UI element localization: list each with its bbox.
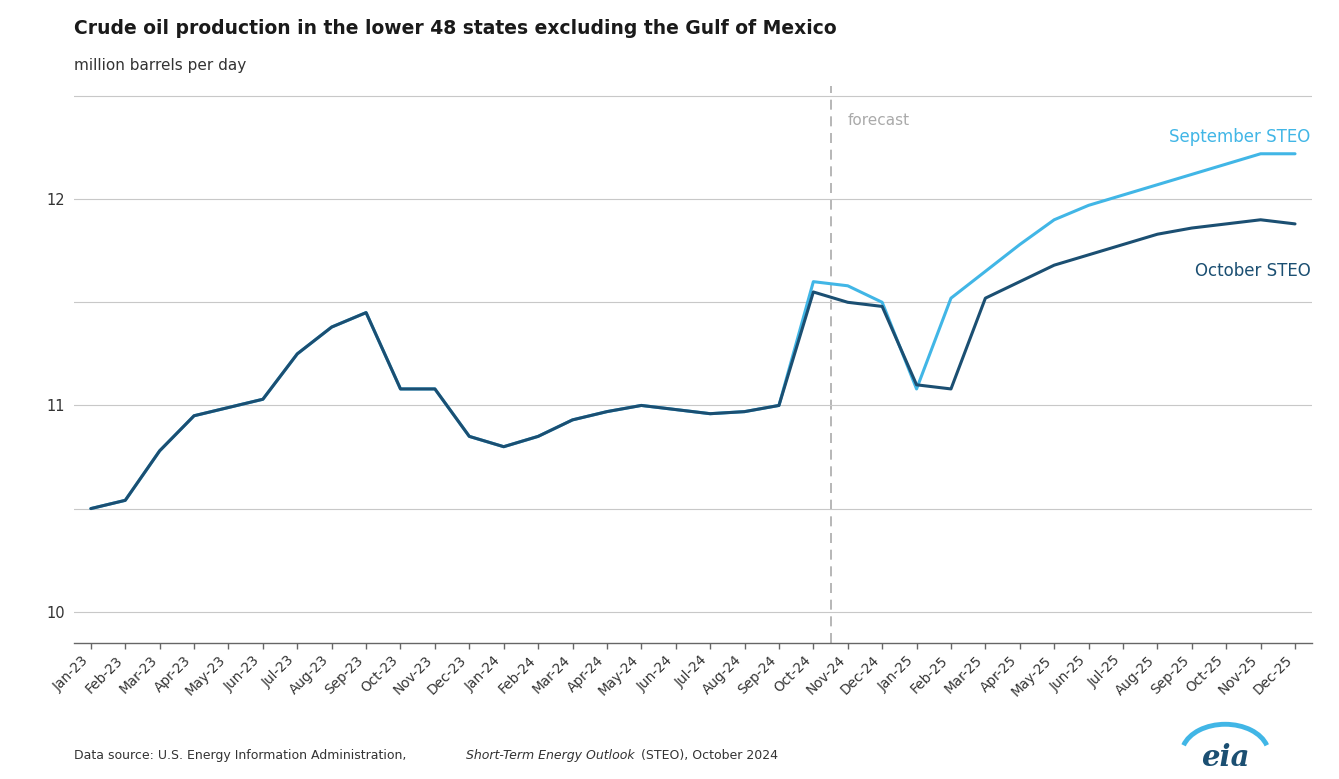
Text: Data source: U.S. Energy Information Administration,: Data source: U.S. Energy Information Adm… — [74, 749, 410, 762]
Text: (STEO), October 2024: (STEO), October 2024 — [637, 749, 778, 762]
Text: Crude oil production in the lower 48 states excluding the Gulf of Mexico: Crude oil production in the lower 48 sta… — [74, 19, 837, 38]
Text: Short-Term Energy Outlook: Short-Term Energy Outlook — [466, 749, 635, 762]
Text: September STEO: September STEO — [1169, 129, 1311, 146]
Text: forecast: forecast — [848, 113, 911, 129]
Text: October STEO: October STEO — [1194, 263, 1311, 280]
Text: eia: eia — [1201, 742, 1249, 771]
Text: million barrels per day: million barrels per day — [74, 58, 246, 73]
